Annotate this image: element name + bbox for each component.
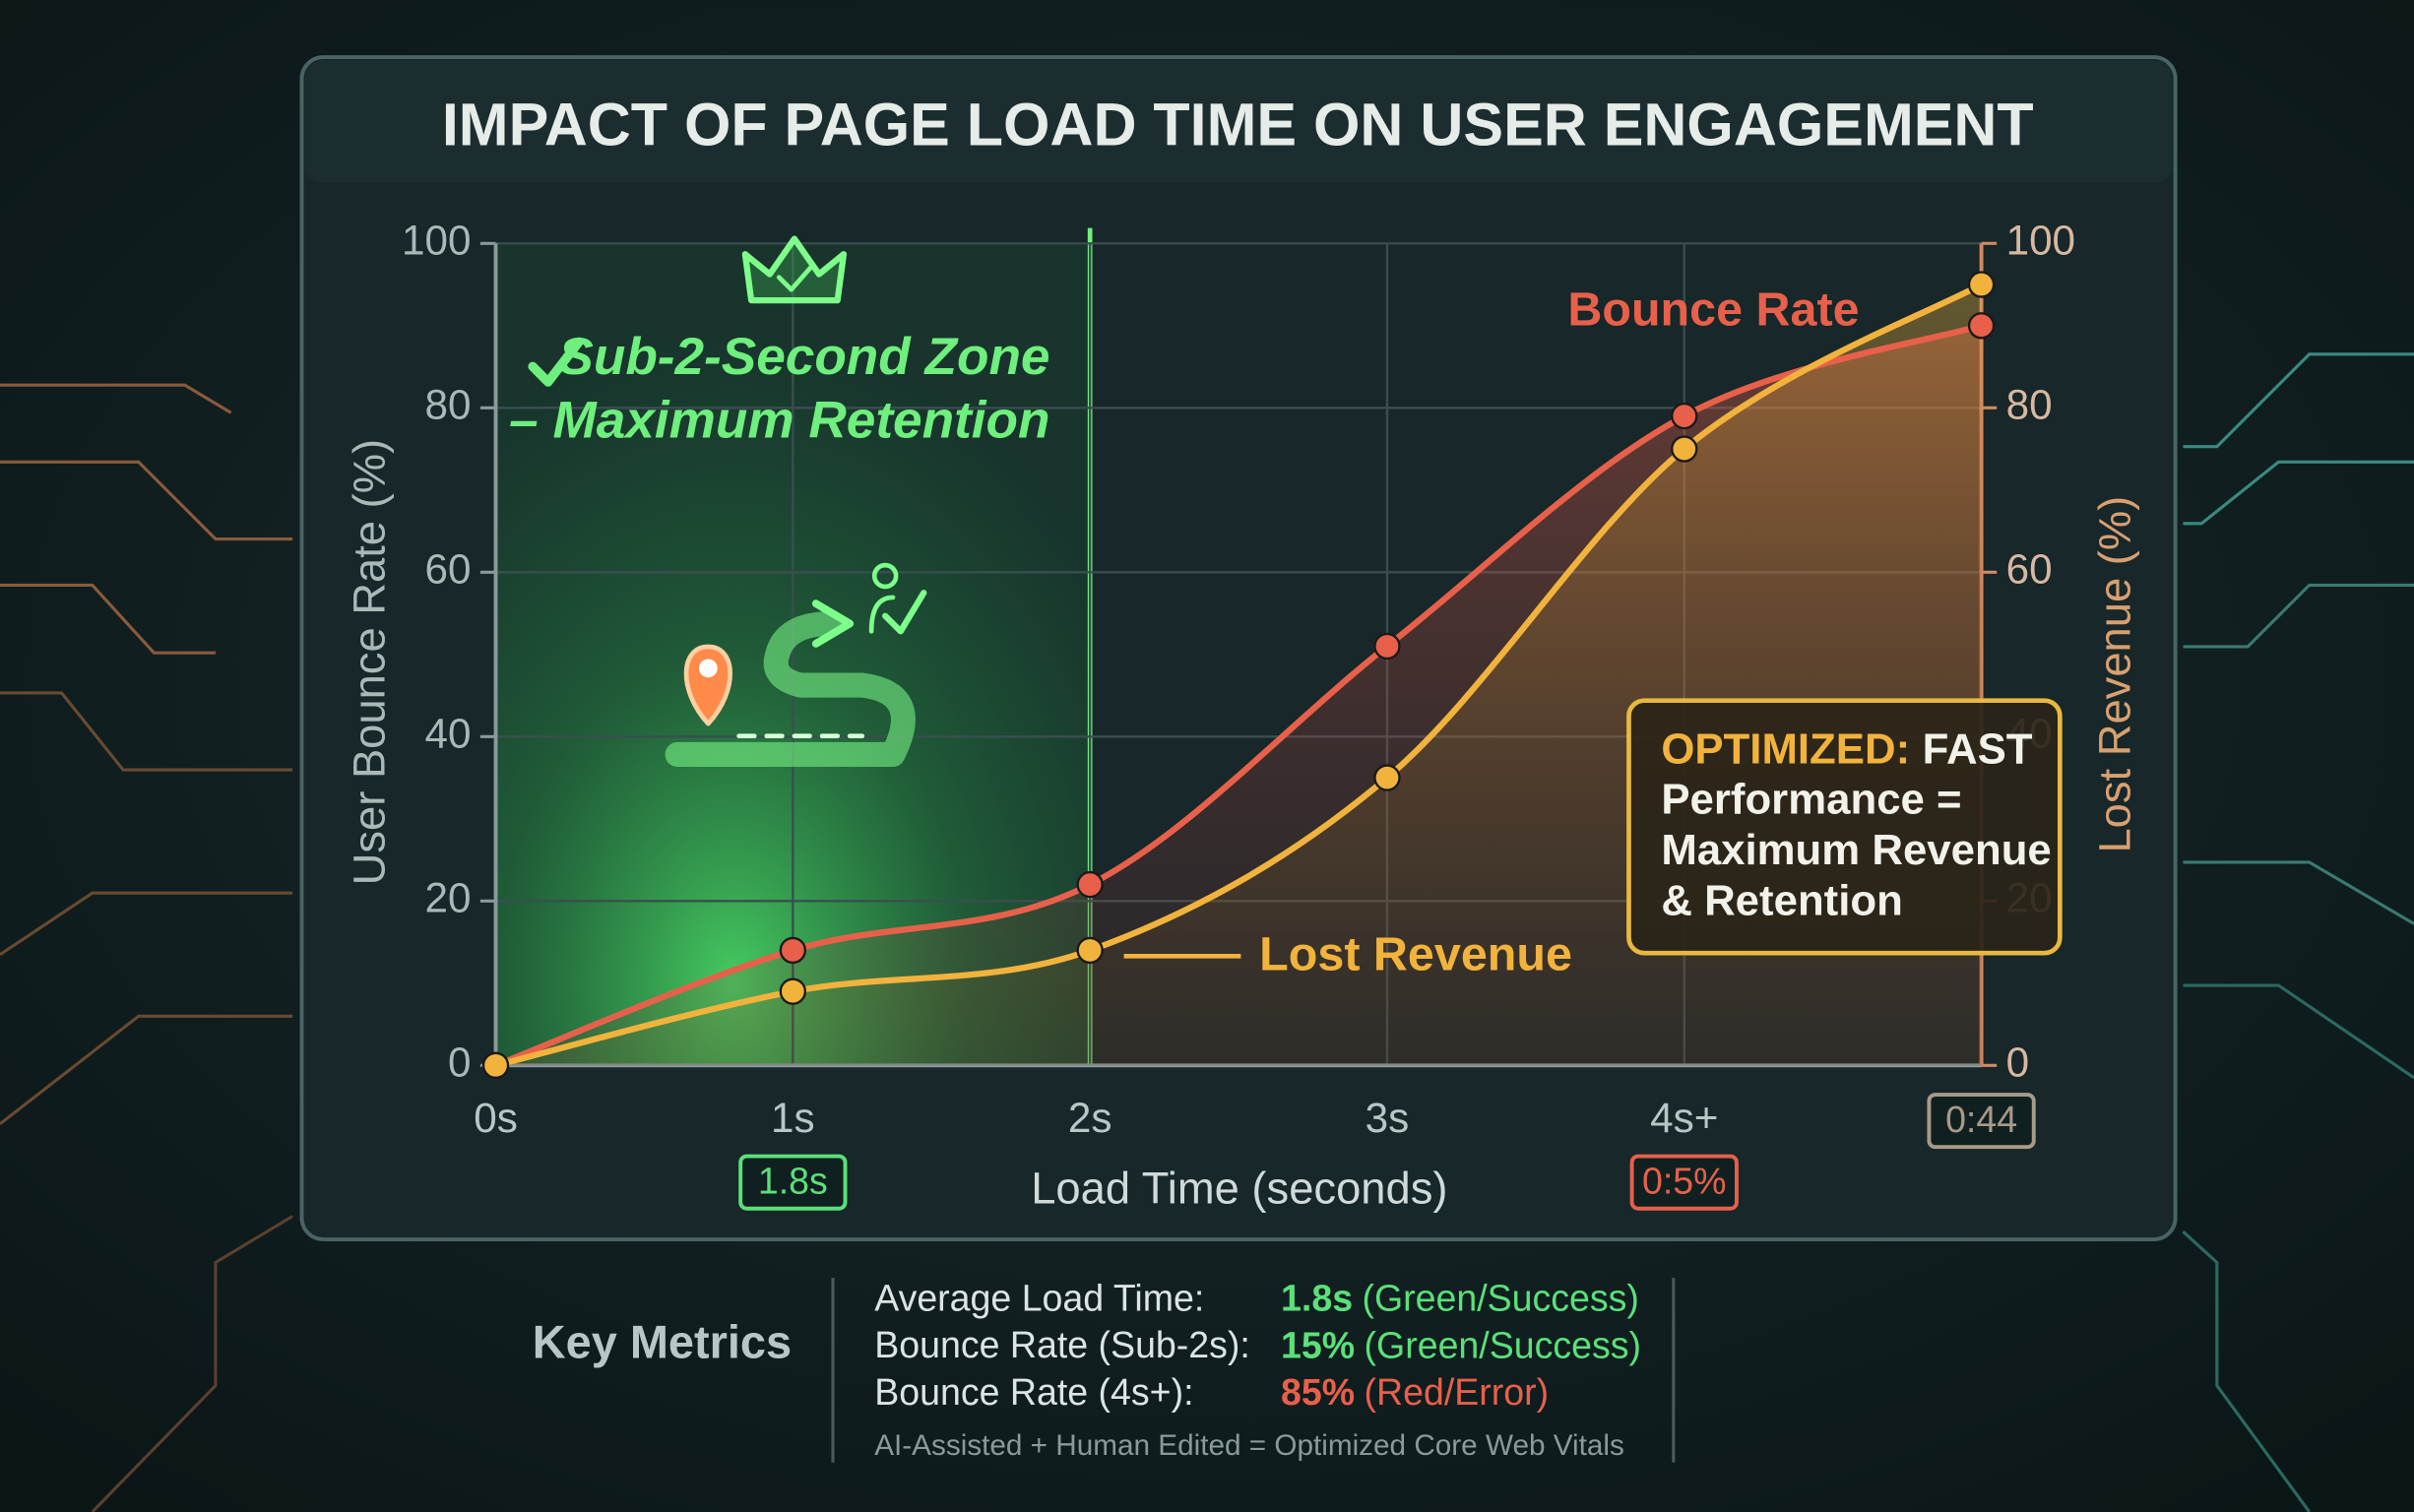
metric-value: 85% xyxy=(1281,1371,1355,1413)
y-axis-label: User Bounce Rate (%) xyxy=(344,439,394,885)
point xyxy=(1967,271,1996,298)
zone-icons xyxy=(528,235,927,767)
metric-note: (Green/Success) xyxy=(1362,1277,1638,1318)
callout-line: & Retention xyxy=(1661,877,1903,925)
metric-label: Average Load Time: xyxy=(874,1277,1204,1318)
point xyxy=(779,977,807,1005)
metric-label: Bounce Rate (Sub-2s): xyxy=(874,1324,1250,1365)
x-tick-label: 3s xyxy=(1366,1095,1410,1141)
series-label: Lost Revenue xyxy=(1259,928,1572,981)
area xyxy=(495,284,1982,1066)
callout-text: FAST xyxy=(1923,724,2033,773)
callout-line: OPTIMIZED: FAST xyxy=(1661,724,2032,773)
x-tick-label: 1s xyxy=(771,1095,815,1141)
y2-axis-label: Lost Revenue (%) xyxy=(2090,496,2140,853)
point xyxy=(1076,870,1104,899)
badge-label: 0:5% xyxy=(1642,1161,1727,1202)
y-tick-label: 60 xyxy=(425,545,472,592)
badge-box xyxy=(1629,1154,1739,1211)
metric-note: (Green/Success) xyxy=(1365,1324,1641,1365)
point xyxy=(1373,632,1401,661)
y-tick-label: 80 xyxy=(425,381,472,427)
y-tick-label: 40 xyxy=(425,710,472,756)
metric-value: 15% xyxy=(1281,1324,1355,1365)
callout-highlight: OPTIMIZED: xyxy=(1661,724,1910,773)
key-metrics-panel: Key Metrics AI-Assisted + Human Edited =… xyxy=(533,1278,1676,1463)
badge-label: 0:44 xyxy=(1945,1099,2017,1140)
line xyxy=(494,282,1984,1069)
y-tick-label: 20 xyxy=(425,874,472,920)
badge-label: 1.8s xyxy=(758,1161,828,1202)
callout-line: Performance = xyxy=(1661,775,1961,823)
x-tick-label: 0s xyxy=(474,1095,518,1141)
badge-box xyxy=(738,1154,848,1211)
y2-tick-label: 0 xyxy=(2006,1039,2029,1085)
metric-note: (Red/Error) xyxy=(1365,1371,1550,1413)
x-axis-label: Load Time (seconds) xyxy=(1031,1164,1447,1214)
point xyxy=(1967,312,1996,340)
zone-label: Sub-2-Second Zone xyxy=(558,328,1049,386)
y-tick-label: 100 xyxy=(402,217,471,263)
zone-sublabel: – Maximum Retention xyxy=(509,391,1049,449)
y2-tick-label: 80 xyxy=(2006,381,2053,427)
line xyxy=(494,322,1983,1069)
y2-tick-label: 100 xyxy=(2006,217,2075,263)
footnote: AI-Assisted + Human Edited = Optimized C… xyxy=(874,1429,1624,1462)
metric-value-line: 15% (Green/Success) xyxy=(1281,1324,1641,1365)
callout-line: Maximum Revenue xyxy=(1661,826,2051,874)
x-tick-label: 2s xyxy=(1068,1095,1112,1141)
x-tick-label: 4s+ xyxy=(1650,1095,1718,1141)
point xyxy=(779,936,807,965)
circuit-lines xyxy=(0,352,2414,1512)
plot: 0204060801000204060801000s1s2s3s4s+Load … xyxy=(344,217,2139,1213)
point xyxy=(1076,936,1104,965)
point xyxy=(1671,435,1698,463)
metric-label: Bounce Rate (4s+): xyxy=(874,1371,1193,1413)
series-label: Bounce Rate xyxy=(1567,283,1859,336)
metric-value-line: 85% (Red/Error) xyxy=(1281,1371,1549,1413)
metric-value: 1.8s xyxy=(1281,1277,1353,1318)
badge-box xyxy=(1927,1093,2036,1150)
key-metrics-title: Key Metrics xyxy=(533,1316,792,1367)
title-bar xyxy=(304,60,2173,184)
y-tick-label: 0 xyxy=(448,1039,471,1085)
point xyxy=(481,1051,510,1080)
point xyxy=(1671,402,1698,430)
point xyxy=(1373,764,1401,791)
callout-box xyxy=(1626,698,2063,956)
y2-tick-label: 60 xyxy=(2006,545,2053,592)
metric-value-line: 1.8s (Green/Success) xyxy=(1281,1277,1639,1318)
chart-title: IMPACT OF PAGE LOAD TIME ON USER ENGAGEM… xyxy=(442,92,2034,158)
